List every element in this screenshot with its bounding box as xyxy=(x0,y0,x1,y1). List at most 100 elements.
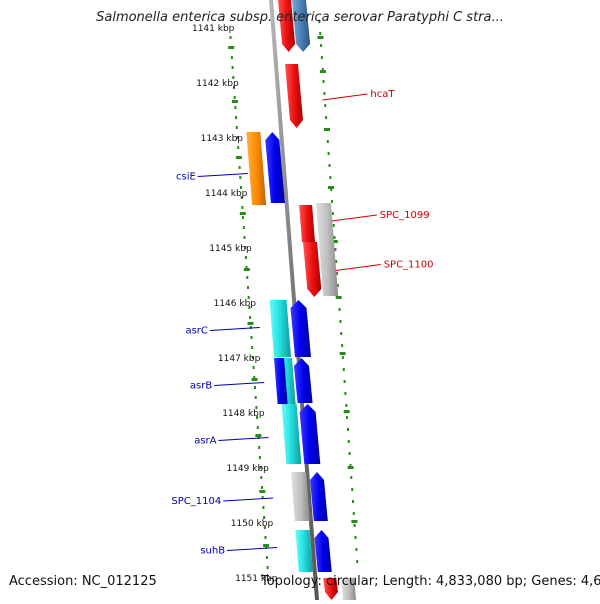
gene-block[interactable] xyxy=(315,203,339,296)
rail-tick xyxy=(228,46,235,49)
gene-block[interactable] xyxy=(292,0,311,52)
gene-block[interactable] xyxy=(290,300,312,357)
rail-dot xyxy=(346,416,349,419)
rail-dot xyxy=(256,426,259,429)
reverse-gene-label[interactable]: asrB xyxy=(190,381,212,392)
reverse-gene-label[interactable]: asrC xyxy=(185,326,207,337)
scale-label: 1150 kbp xyxy=(231,519,274,529)
rail-tick xyxy=(328,186,334,189)
rail-tick xyxy=(247,322,254,325)
gene-leader-line xyxy=(227,547,278,551)
rail-tick xyxy=(232,100,238,103)
rail-dot xyxy=(343,380,346,383)
rail-dot xyxy=(236,136,239,139)
gene-block[interactable] xyxy=(291,472,310,521)
rail-dot xyxy=(341,344,344,347)
rail-dot xyxy=(352,500,354,503)
gene-leader-line xyxy=(322,93,368,101)
rail-dot xyxy=(351,488,354,491)
rail-tick xyxy=(351,520,358,523)
rail-dot xyxy=(254,386,256,389)
rail-dot xyxy=(341,356,344,359)
rail-dot xyxy=(329,176,332,179)
rail-dot xyxy=(260,476,263,479)
scale-label: 1143 kbp xyxy=(201,134,244,144)
gene-block[interactable] xyxy=(299,404,321,464)
rail-dot xyxy=(331,200,333,203)
rail-dot xyxy=(262,506,265,509)
gene-leader-line xyxy=(209,327,260,331)
rail-dot xyxy=(245,266,248,269)
rail-dot xyxy=(356,560,359,563)
rail-dot xyxy=(334,248,337,251)
gene-block[interactable] xyxy=(314,530,332,572)
gene-leader-line xyxy=(197,173,248,177)
rail-dot xyxy=(242,216,245,219)
rail-dot xyxy=(345,404,348,407)
rail-dot xyxy=(336,272,338,275)
gene-block[interactable] xyxy=(303,242,322,297)
rail-dot xyxy=(350,476,353,479)
rail-tick xyxy=(324,128,330,131)
rail-dot xyxy=(252,366,255,369)
reverse-gene-label[interactable]: SPC_1104 xyxy=(171,496,221,507)
gene-block[interactable] xyxy=(281,404,302,464)
rail-dot xyxy=(253,376,256,379)
rail-dot xyxy=(335,260,338,263)
gene-block[interactable] xyxy=(278,0,296,52)
gene-block[interactable] xyxy=(285,64,303,128)
rail-dot xyxy=(235,116,238,119)
rail-tick xyxy=(317,36,324,39)
scale-label: 1148 kbp xyxy=(222,409,265,419)
rail-tick xyxy=(339,352,346,355)
rail-dot xyxy=(353,524,356,527)
gene-block[interactable] xyxy=(341,578,356,600)
scale-label: 1146 kbp xyxy=(214,299,257,309)
rail-dot xyxy=(352,512,355,515)
rail-dot xyxy=(324,104,327,107)
reverse-gene-label[interactable]: suhB xyxy=(200,546,225,557)
forward-gene-label[interactable]: hcaT xyxy=(370,89,395,100)
reverse-gene-label[interactable]: csiE xyxy=(176,172,196,183)
rail-dot xyxy=(261,496,264,499)
rail-dot xyxy=(230,56,233,59)
gene-labels: hcaT SPC_1099 SPC_1100 csiE asrC asrB asrA SPC_… xyxy=(171,89,433,557)
gene-block[interactable] xyxy=(294,358,313,403)
rail-dot xyxy=(256,416,259,419)
scale-label: 1142 kbp xyxy=(196,79,239,89)
forward-gene-label[interactable]: SPC_1100 xyxy=(384,260,434,271)
gene-block[interactable] xyxy=(274,358,288,404)
rail-dot xyxy=(248,306,251,309)
gene-block[interactable] xyxy=(323,578,338,600)
rail-dot xyxy=(229,36,232,39)
rail-tick xyxy=(239,212,246,215)
gene-block[interactable] xyxy=(246,132,267,205)
rail-tick xyxy=(255,434,262,437)
gene-leader-line xyxy=(214,382,265,386)
gene-leader-line xyxy=(331,214,377,222)
genome-summary: Topology: circular; Length: 4,833,080 bp… xyxy=(261,574,600,589)
forward-gene-label[interactable]: SPC_1099 xyxy=(380,210,430,221)
rail-dot xyxy=(251,346,254,349)
rail-dot xyxy=(234,106,237,109)
gene-block[interactable] xyxy=(310,472,328,521)
rail-dot xyxy=(241,206,244,209)
rail-dot xyxy=(243,236,246,239)
rail-dot xyxy=(340,332,343,335)
gene-block[interactable] xyxy=(299,205,315,242)
reverse-gene-label[interactable]: asrA xyxy=(194,436,216,447)
dotted-tick-rails xyxy=(228,20,359,569)
rail-dot xyxy=(355,548,358,551)
rail-dot xyxy=(331,212,334,215)
rail-dot xyxy=(244,246,247,249)
gene-block[interactable] xyxy=(295,530,313,572)
gene-leader-line xyxy=(218,437,269,441)
rail-dot xyxy=(318,20,321,23)
scale-label: 1141 kbp xyxy=(192,24,235,34)
gene-block[interactable] xyxy=(269,300,292,357)
rail-tick xyxy=(251,378,258,381)
scale-label: 1145 kbp xyxy=(209,244,252,254)
rail-dot xyxy=(332,224,335,227)
rail-dot xyxy=(231,66,234,69)
gene-block[interactable] xyxy=(265,132,285,203)
